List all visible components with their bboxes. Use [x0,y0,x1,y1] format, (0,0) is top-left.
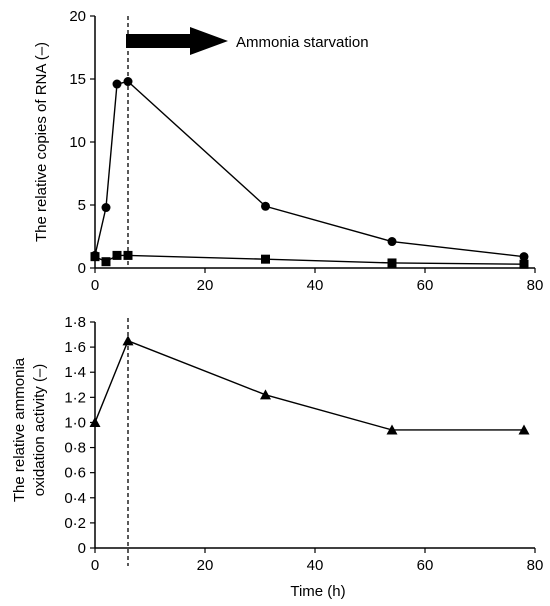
bottom-triangle-marker [386,424,398,435]
bottom-series-group [89,335,530,435]
bottom-chart-panel: 0 0·2 0·4 0·6 0·8 1·0 1·2 1·4 1·6 1·8 0 20 40 60 80 T… [11,314,543,600]
top-series-square-line [94,254,525,265]
bottom-series-triangle-line [94,339,524,431]
top-y-axis-title: The relative copies of RNA (–) [33,42,50,242]
bottom-triangle-marker [122,335,134,346]
top-x-tick-label: 80 [527,277,544,294]
top-square-marker [90,252,100,262]
top-square-marker [112,250,122,260]
bottom-y-axis-title-line2: oxidation activity (–) [31,364,48,497]
bottom-x-tick-label: 60 [417,557,434,574]
bottom-y-tick-label: 0 [78,540,86,557]
top-x-ticks: 0 20 40 60 80 [91,268,544,294]
top-y-tick-label: 10 [69,134,86,151]
top-square-marker [387,258,397,268]
bottom-x-axis-title: Time (h) [290,583,345,600]
top-x-tick-label: 40 [307,277,324,294]
top-circle-marker [112,79,122,89]
bottom-y-tick-label: 0·8 [64,440,86,457]
top-chart-panel: 0 5 10 15 20 0 20 40 60 80 The relative copies o… [33,8,543,294]
bottom-y-tick-label: 1·2 [64,389,86,406]
bottom-y-axis-title-line1: The relative ammonia [11,357,28,502]
top-x-tick-label: 0 [91,277,99,294]
bottom-y-tick-label: 1·0 [64,414,86,431]
top-series-group [90,77,529,269]
top-circle-marker [261,201,270,211]
top-square-marker [101,257,111,267]
top-circle-marker [123,77,133,87]
bottom-x-tick-label: 80 [527,557,544,574]
bottom-triangle-marker [518,424,530,435]
top-x-tick-label: 20 [197,277,214,294]
top-circle-marker [387,237,397,247]
bottom-triangle-marker [89,416,101,427]
top-x-tick-label: 60 [417,277,434,294]
bottom-y-tick-label: 0·2 [64,515,86,532]
top-square-marker [519,259,529,269]
bottom-y-ticks: 0 0·2 0·4 0·6 0·8 1·0 1·2 1·4 1·6 1·8 [64,314,95,557]
top-square-marker [261,254,270,264]
ammonia-starvation-label: Ammonia starvation [236,34,369,51]
top-y-tick-label: 5 [78,197,86,214]
ammonia-starvation-arrow [126,27,228,55]
bottom-x-tick-label: 0 [91,557,99,574]
top-circle-marker [101,203,111,213]
top-y-tick-label: 15 [69,71,86,88]
bottom-y-tick-label: 1·8 [64,314,86,331]
top-y-tick-label: 20 [69,8,86,25]
bottom-x-tick-label: 40 [307,557,324,574]
bottom-y-tick-label: 0·4 [64,490,86,507]
top-circle-marker [519,252,529,262]
top-y-tick-label: 0 [78,260,86,277]
bottom-x-ticks: 0 20 40 60 80 [91,548,544,574]
top-square-marker [123,250,133,260]
top-y-ticks: 0 5 10 15 20 [69,8,95,277]
bottom-y-tick-label: 1·4 [64,364,86,381]
bottom-y-tick-label: 0·6 [64,465,86,482]
bottom-triangle-marker [260,389,271,400]
bottom-x-tick-label: 20 [197,557,214,574]
top-series-circle-line [94,80,525,258]
bottom-y-tick-label: 1·6 [64,339,86,356]
